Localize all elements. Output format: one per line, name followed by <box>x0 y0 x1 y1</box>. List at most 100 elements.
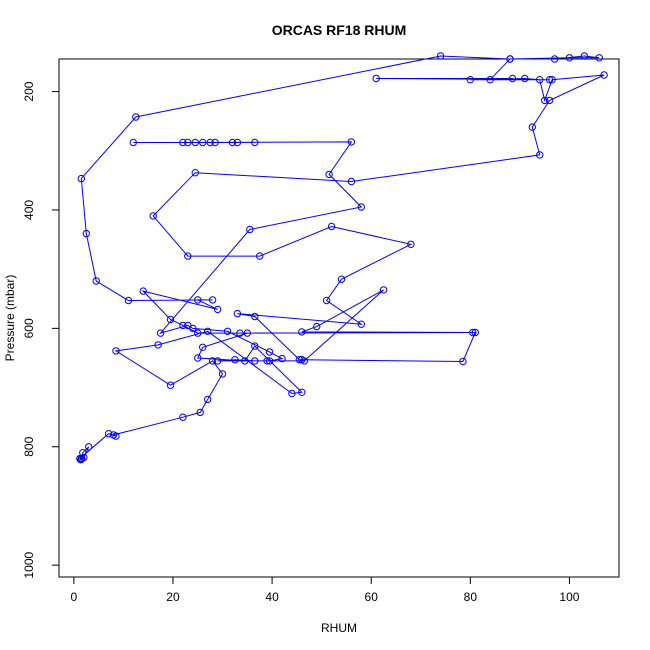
data-point <box>179 321 187 330</box>
y-tick-label: 1000 <box>22 551 36 578</box>
data-point <box>223 327 232 335</box>
data-point <box>228 138 237 147</box>
data-point <box>337 275 346 283</box>
data-point <box>595 54 603 62</box>
chart-title: ORCAS RF18 RHUM <box>272 22 407 38</box>
data-point <box>179 138 187 147</box>
data-point <box>78 454 86 463</box>
data-point <box>156 329 165 337</box>
data-point <box>300 357 308 365</box>
data-point <box>471 328 479 337</box>
data-point <box>124 296 133 305</box>
data-point <box>536 151 544 159</box>
data-point <box>298 388 306 396</box>
data-point <box>139 287 147 295</box>
data-point <box>541 96 549 105</box>
data-point <box>211 138 219 147</box>
data-point <box>194 329 202 337</box>
data-point <box>347 177 356 186</box>
data-point <box>77 174 86 183</box>
data-point <box>85 443 93 451</box>
data-point <box>251 138 259 147</box>
data-point <box>545 96 554 105</box>
x-axis-label: RHUM <box>321 621 357 635</box>
data-point <box>204 395 212 404</box>
data-point <box>528 123 536 131</box>
data-point <box>313 322 321 331</box>
data-point <box>469 328 477 337</box>
data-point <box>486 76 494 84</box>
data-point <box>265 348 274 356</box>
y-axis-label: Pressure (mbar) <box>3 275 17 362</box>
data-point <box>166 381 175 389</box>
y-tick-label: 400 <box>22 200 36 220</box>
data-point <box>521 74 529 83</box>
data-point <box>347 138 356 146</box>
data-point <box>199 343 207 351</box>
y-tick-label: 800 <box>22 436 36 456</box>
data-point <box>213 357 222 365</box>
data-point <box>179 413 187 421</box>
data-point <box>184 252 192 260</box>
data-point <box>149 212 157 220</box>
data-point <box>233 309 242 318</box>
data-point <box>372 74 380 83</box>
data-point <box>191 138 200 147</box>
data-point <box>251 357 259 365</box>
x-tick-label: 40 <box>265 590 279 604</box>
data-point <box>545 76 554 84</box>
data-point <box>191 169 200 177</box>
data-point <box>278 354 286 363</box>
data-point <box>548 76 556 84</box>
data-point <box>233 138 242 147</box>
data-point <box>466 76 474 84</box>
data-point <box>288 389 296 398</box>
data-point <box>76 454 84 463</box>
data-point <box>218 370 227 378</box>
data-point <box>129 138 138 147</box>
data-point <box>184 138 192 147</box>
data-point <box>565 54 574 62</box>
data-point <box>298 328 306 336</box>
data-point <box>295 356 304 364</box>
data-point <box>241 357 249 365</box>
data-point <box>550 55 559 63</box>
data-point <box>246 225 254 234</box>
data-point <box>196 408 204 417</box>
data-point <box>112 347 120 355</box>
data-point <box>265 357 274 365</box>
x-tick-label: 60 <box>365 590 379 604</box>
data-point <box>459 357 467 366</box>
data-point <box>213 305 222 314</box>
data-point <box>231 356 239 364</box>
data-point <box>436 52 445 60</box>
x-axis: 0 20 40 60 80 100 <box>71 577 580 604</box>
data-point <box>109 431 118 439</box>
x-tick-label: 0 <box>71 590 78 604</box>
x-tick-label: 100 <box>559 590 579 604</box>
data-point <box>132 113 140 121</box>
series-line <box>79 55 605 461</box>
data-point <box>184 321 192 330</box>
series-group <box>76 52 608 464</box>
data-point <box>327 222 336 231</box>
data-point <box>325 170 333 179</box>
data-point <box>379 286 388 294</box>
y-axis: 200 400 600 800 1000 <box>22 81 59 579</box>
data-point <box>580 52 588 60</box>
data-point <box>357 203 365 211</box>
data-point <box>199 138 207 147</box>
data-point <box>251 312 259 321</box>
data-point <box>154 341 162 349</box>
data-point <box>506 55 514 63</box>
data-point <box>92 277 100 285</box>
data-point <box>407 240 415 249</box>
x-tick-label: 80 <box>464 590 478 604</box>
data-point <box>194 296 202 304</box>
data-point <box>166 315 175 324</box>
data-point <box>194 354 202 362</box>
data-point <box>208 296 217 304</box>
data-point <box>208 357 217 365</box>
data-point <box>600 71 608 79</box>
